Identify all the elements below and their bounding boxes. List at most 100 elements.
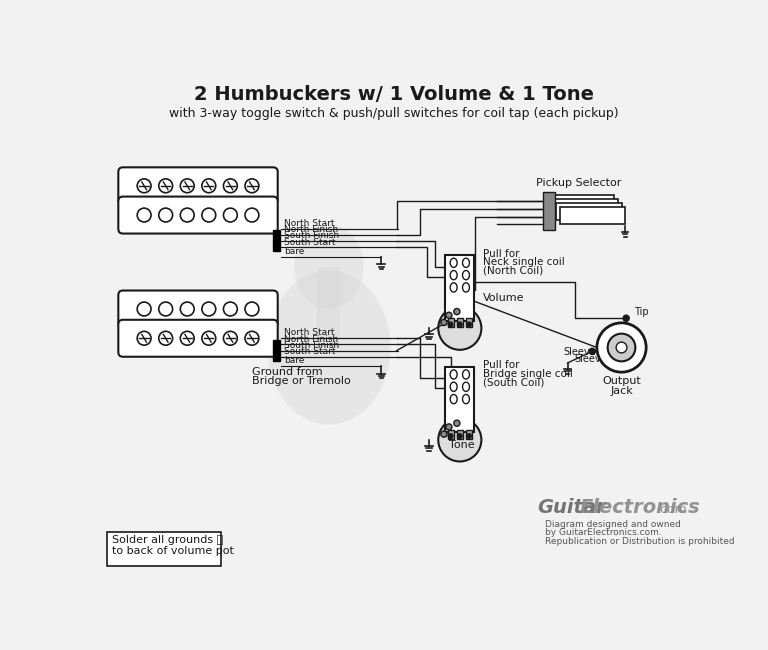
Text: Electronics: Electronics: [580, 498, 700, 517]
Circle shape: [439, 419, 482, 462]
Circle shape: [180, 208, 194, 222]
Circle shape: [137, 208, 151, 222]
Text: Pull for: Pull for: [483, 249, 519, 259]
Ellipse shape: [462, 395, 469, 404]
Text: .com: .com: [656, 503, 687, 516]
Bar: [317, 266, 340, 348]
Circle shape: [180, 332, 194, 345]
Text: (North Coil): (North Coil): [483, 266, 543, 276]
Text: North Finish: North Finish: [284, 335, 339, 344]
FancyBboxPatch shape: [118, 291, 278, 328]
Text: Sleeve: Sleeve: [564, 347, 597, 358]
Text: (South Coil): (South Coil): [483, 377, 545, 387]
Bar: [552, 199, 617, 216]
Circle shape: [245, 179, 259, 193]
Circle shape: [159, 179, 173, 193]
Text: bare: bare: [284, 247, 305, 256]
Circle shape: [245, 332, 259, 345]
Text: South Start: South Start: [284, 238, 336, 246]
Text: Neck single coil: Neck single coil: [483, 257, 564, 267]
Circle shape: [223, 332, 237, 345]
Text: Solder all grounds ⍇: Solder all grounds ⍇: [112, 535, 223, 545]
Circle shape: [607, 333, 635, 361]
Circle shape: [223, 208, 237, 222]
Ellipse shape: [462, 270, 469, 280]
Bar: [457, 430, 463, 439]
Circle shape: [159, 332, 173, 345]
Text: Bridge or Tremolo: Bridge or Tremolo: [252, 376, 351, 387]
Ellipse shape: [450, 258, 457, 267]
Circle shape: [589, 348, 595, 354]
Circle shape: [616, 342, 627, 353]
Circle shape: [202, 208, 216, 222]
Circle shape: [449, 434, 453, 438]
Circle shape: [223, 302, 237, 316]
Circle shape: [446, 424, 452, 430]
Text: Ground from: Ground from: [252, 367, 323, 377]
Ellipse shape: [450, 283, 457, 292]
Text: South Finish: South Finish: [284, 341, 339, 350]
Text: by GuitarElectronics.com.: by GuitarElectronics.com.: [545, 528, 661, 538]
Ellipse shape: [462, 283, 469, 292]
Circle shape: [202, 302, 216, 316]
Circle shape: [159, 302, 173, 316]
Ellipse shape: [462, 258, 469, 267]
FancyBboxPatch shape: [118, 320, 278, 357]
FancyBboxPatch shape: [118, 167, 278, 204]
Ellipse shape: [462, 382, 469, 391]
Ellipse shape: [450, 270, 457, 280]
Ellipse shape: [267, 270, 390, 424]
Ellipse shape: [450, 395, 457, 404]
Bar: [448, 318, 454, 328]
Bar: [273, 229, 280, 252]
Text: South Finish: South Finish: [284, 231, 339, 240]
Text: Pickup Selector: Pickup Selector: [537, 178, 622, 188]
Circle shape: [137, 179, 151, 193]
Text: Sleeve: Sleeve: [574, 354, 607, 364]
Circle shape: [245, 208, 259, 222]
Ellipse shape: [462, 370, 469, 379]
Text: Pull for: Pull for: [483, 360, 519, 370]
Bar: [556, 203, 621, 220]
Text: Republication or Distribution is prohibited: Republication or Distribution is prohibi…: [545, 537, 734, 546]
Circle shape: [441, 319, 447, 326]
Circle shape: [180, 302, 194, 316]
Bar: [466, 430, 472, 439]
Circle shape: [137, 302, 151, 316]
Text: Guitar: Guitar: [537, 498, 605, 517]
Bar: [445, 255, 475, 320]
Ellipse shape: [294, 224, 363, 309]
Circle shape: [458, 434, 462, 438]
Bar: [457, 318, 463, 328]
Bar: [560, 207, 625, 224]
Text: North Start: North Start: [284, 328, 335, 337]
Text: bare: bare: [284, 356, 305, 365]
Circle shape: [623, 315, 629, 321]
Circle shape: [454, 420, 460, 426]
Ellipse shape: [450, 382, 457, 391]
Ellipse shape: [450, 370, 457, 379]
Circle shape: [454, 309, 460, 315]
Circle shape: [439, 307, 482, 350]
Bar: [445, 367, 475, 432]
Bar: [108, 532, 221, 566]
Bar: [548, 195, 614, 212]
Text: North Finish: North Finish: [284, 226, 339, 234]
Circle shape: [446, 312, 452, 318]
Text: Diagram designed and owned: Diagram designed and owned: [545, 520, 680, 529]
Bar: [543, 192, 554, 231]
Text: Tip: Tip: [634, 307, 648, 317]
Bar: [273, 340, 280, 361]
Circle shape: [449, 322, 453, 327]
Bar: [466, 318, 472, 328]
Text: Output: Output: [602, 376, 641, 387]
Circle shape: [597, 323, 646, 372]
Bar: [448, 430, 454, 439]
Circle shape: [458, 322, 462, 327]
Circle shape: [159, 208, 173, 222]
Text: to back of volume pot: to back of volume pot: [112, 546, 233, 556]
Text: South Start: South Start: [284, 347, 336, 356]
Circle shape: [467, 434, 472, 438]
Circle shape: [180, 179, 194, 193]
Text: Bridge single coil: Bridge single coil: [483, 369, 573, 379]
